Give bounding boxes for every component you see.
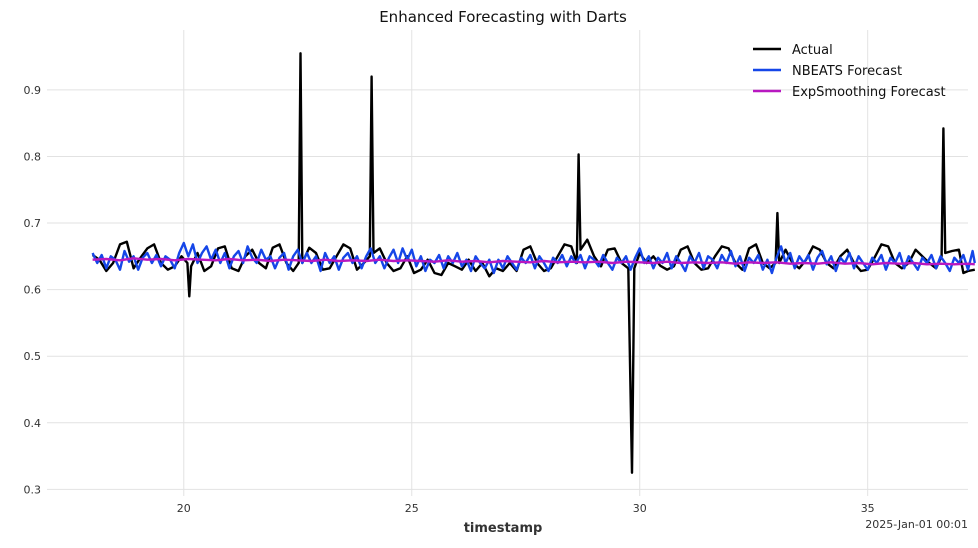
series-lines [91,52,976,474]
y-tick-label: 0.4 [24,417,42,430]
legend-label-actual: Actual [792,43,833,58]
y-tick-label: 0.6 [24,284,42,297]
tick-labels: 20 25 30 35 0.3 0.4 0.5 0.6 0.7 0.8 0.9 [24,84,875,515]
date-offset-label: 2025-Jan-01 00:01 [865,518,968,531]
chart-title: Enhanced Forecasting with Darts [379,8,627,26]
y-tick-label: 0.9 [24,84,42,97]
legend-label-nbeats-forecast: NBEATS Forecast [792,64,902,79]
y-tick-label: 0.3 [24,483,42,496]
legend-label-expsmoothing-forecast: ExpSmoothing Forecast [792,85,946,100]
x-tick-label: 20 [177,502,191,515]
x-tick-label: 35 [861,502,875,515]
x-tick-label: 30 [633,502,647,515]
x-tick-label: 25 [405,502,419,515]
series-line-expsmoothing-forecast [92,257,975,266]
x-axis-label: timestamp [464,521,543,536]
y-tick-label: 0.7 [24,217,42,230]
series-line-actual [91,52,976,474]
grid [47,30,968,496]
legend: Actual NBEATS Forecast ExpSmoothing Foreca… [753,43,946,100]
series-line-nbeats-forecast [91,241,976,275]
y-tick-label: 0.5 [24,350,42,363]
y-tick-label: 0.8 [24,150,42,163]
